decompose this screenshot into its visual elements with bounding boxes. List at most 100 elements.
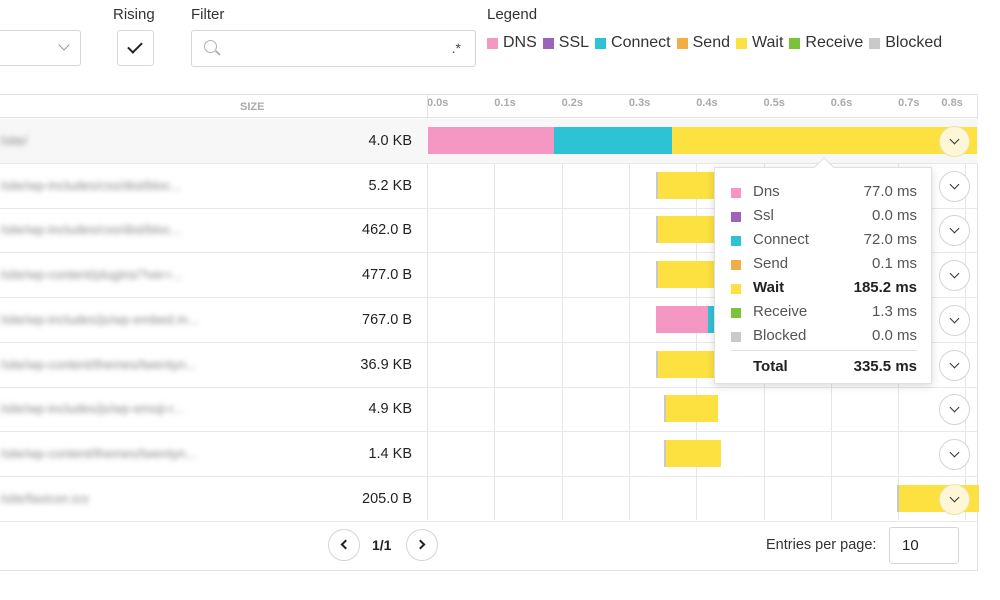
legend-swatch — [736, 37, 747, 49]
tooltip-swatch — [731, 188, 741, 198]
tooltip-swatch — [731, 284, 741, 294]
wait-segment — [666, 439, 721, 467]
next-page-button[interactable] — [406, 529, 438, 561]
chevron-down-icon — [949, 223, 960, 234]
size-column-header: SIZE — [240, 101, 265, 113]
table-row[interactable]: /site/wp-includes/js/wp-embed.m... 767.0 … — [0, 298, 978, 343]
legend-item-label: SSL — [558, 34, 590, 51]
tooltip-row-ssl: Ssl 0.0 ms — [731, 205, 917, 229]
timing-bar[interactable] — [664, 439, 721, 467]
expand-row-button[interactable] — [939, 394, 970, 426]
request-size: 36.9 KB — [360, 356, 412, 373]
time-tick-label: 0.8s — [941, 97, 963, 109]
tooltip-swatch — [731, 236, 741, 246]
chevron-down-icon — [949, 492, 960, 503]
request-size: 4.9 KB — [368, 401, 412, 418]
rising-checkbox[interactable] — [117, 30, 154, 66]
time-tick-label: 0.3s — [628, 97, 651, 109]
expand-row-button[interactable] — [939, 126, 970, 157]
table-row[interactable]: /site/4.0 KB — [0, 119, 978, 164]
tooltip-row-name: Ssl — [753, 207, 774, 224]
tooltip-row-send: Send 0.1 ms — [731, 253, 917, 277]
time-tick-label: 0.0s — [427, 97, 449, 109]
request-url: /site/wp-content/plugins/?ver=... — [0, 267, 184, 283]
table-row[interactable]: /site/wp-content/themes/twentyn... 36.9 K… — [0, 343, 978, 388]
page-indicator: 1/1 — [372, 537, 392, 553]
table-row[interactable]: /site/wp-includes/css/dist/bloc... 5.2 KB — [0, 164, 978, 209]
wait-segment — [658, 171, 716, 199]
chevron-down-icon — [949, 447, 960, 458]
expand-row-button[interactable] — [939, 438, 970, 470]
legend-item-receive: Receive — [789, 34, 863, 52]
time-tick-label: 0.7s — [898, 97, 920, 109]
chevron-down-icon — [949, 179, 960, 190]
wait-segment — [666, 395, 718, 423]
tooltip-row-value: 0.1 ms — [871, 255, 917, 272]
connect-segment — [554, 127, 672, 154]
request-size: 5.2 KB — [368, 177, 412, 194]
legend-swatch — [789, 37, 801, 49]
timing-bar[interactable] — [664, 395, 718, 423]
legend-item-label: Send — [692, 34, 730, 51]
table-row[interactable]: /site/wp-includes/css/dist/bloc... 462.0 … — [0, 208, 978, 254]
table-row[interactable]: /site/wp-content/themes/twentyn... 1.4 KB — [0, 432, 978, 477]
timing-bar[interactable] — [656, 350, 716, 378]
wait-segment — [672, 127, 977, 154]
tooltip-swatch — [731, 260, 741, 270]
timing-bar[interactable] — [656, 216, 716, 244]
request-type-select[interactable] — [0, 30, 81, 66]
legend-item-label: Receive — [805, 34, 864, 51]
filter-input[interactable]: .* — [191, 30, 476, 67]
tooltip-total-value: 335.5 ms — [853, 358, 917, 375]
expand-row-button[interactable] — [939, 260, 970, 292]
tooltip-row-value: 1.3 ms — [871, 303, 917, 320]
table-row[interactable]: /site/favicon.ico 205.0 B — [0, 477, 979, 522]
dns-segment — [656, 305, 708, 333]
timing-tooltip: Total 335.5 ms Dns 77.0 ms Ssl 0.0 ms Connec… — [714, 167, 932, 384]
tooltip-row-name: Receive — [753, 303, 808, 320]
request-size: 462.0 B — [362, 222, 412, 239]
legend-item-label: Wait — [752, 34, 784, 51]
legend-swatch — [869, 37, 881, 49]
gridline — [494, 119, 496, 520]
column-divider — [427, 94, 428, 520]
request-size: 205.0 B — [362, 490, 412, 507]
request-url: /site/ — [0, 133, 28, 148]
tooltip-row-name: Dns — [753, 183, 780, 200]
expand-row-button[interactable] — [939, 170, 970, 202]
table-row[interactable]: /site/wp-includes/js/wp-emoji-r... 4.9 KB — [0, 387, 978, 433]
request-url: /site/wp-includes/css/dist/bloc... — [0, 177, 182, 193]
timing-bar[interactable] — [656, 261, 716, 289]
time-tick-label: 0.5s — [763, 97, 785, 109]
time-tick-label: 0.4s — [696, 97, 718, 109]
legend-item-send: Send — [676, 34, 730, 52]
timing-bar[interactable] — [656, 305, 714, 333]
timing-bar[interactable] — [656, 171, 716, 199]
tooltip-row-connect: Connect 72.0 ms — [731, 229, 917, 253]
tooltip-row-value: 0.0 ms — [871, 327, 917, 344]
request-url: /site/wp-includes/js/wp-embed.m... — [0, 311, 199, 327]
tooltip-row-name: Send — [753, 255, 789, 272]
blocked-segment — [656, 261, 658, 289]
previous-page-button[interactable] — [328, 529, 360, 561]
table-row[interactable]: /site/wp-content/plugins/?ver=... 477.0 B — [0, 253, 978, 299]
tooltip-row-name: Blocked — [753, 327, 807, 344]
timing-bar[interactable] — [428, 127, 977, 154]
time-tick-label: 0.2s — [561, 97, 584, 109]
tooltip-row-value: 185.2 ms — [853, 279, 917, 296]
expand-row-button[interactable] — [939, 215, 970, 247]
time-tick-label: 0.6s — [830, 97, 853, 109]
tooltip-swatch — [731, 332, 741, 342]
expand-row-button[interactable] — [939, 349, 970, 381]
legend-item-label: DNS — [503, 34, 537, 51]
tooltip-total-label: Total — [753, 358, 788, 375]
gridline — [628, 119, 630, 520]
waterfall-table: SIZE 0.0s 0.1s 0.2s 0.3s 0.4s 0.5s 0.6s 0.7s 0.8… — [0, 94, 979, 571]
tooltip-swatch — [731, 212, 741, 222]
legend-swatch — [542, 37, 554, 49]
chevron-down-icon — [949, 134, 960, 145]
tooltip-row-wait: Wait 185.2 ms — [731, 277, 917, 301]
expand-row-button[interactable] — [939, 483, 970, 515]
entries-per-page-input[interactable] — [889, 527, 959, 564]
expand-row-button[interactable] — [939, 304, 970, 336]
